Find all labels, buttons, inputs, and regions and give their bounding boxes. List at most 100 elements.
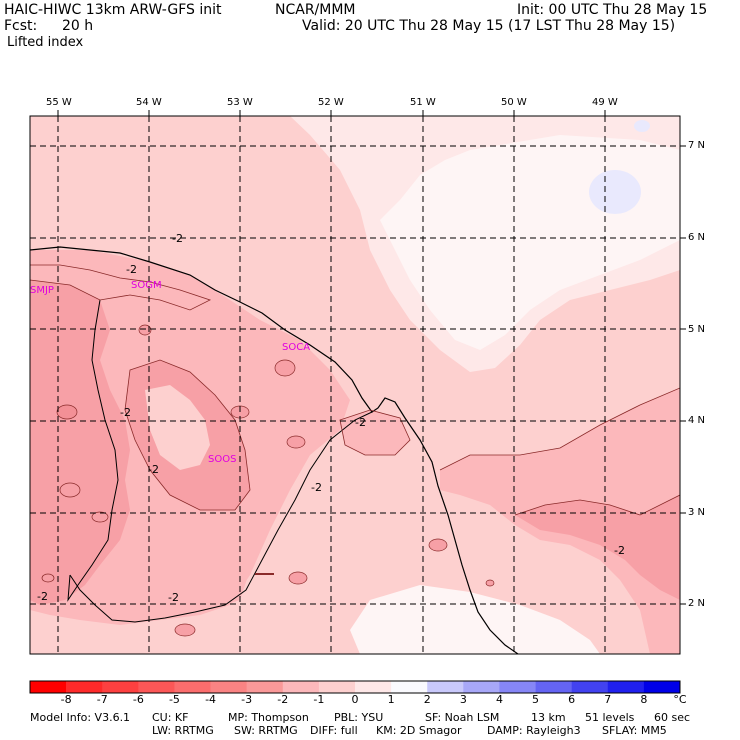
- footer-damp: DAMP: Rayleigh3: [487, 724, 581, 737]
- colorbar-swatch: [30, 681, 67, 693]
- colorbar-swatch: [102, 681, 139, 693]
- colorbar-tick-label: -8: [60, 693, 72, 706]
- white-region: [350, 585, 600, 654]
- footer-cu: CU: KF: [152, 711, 189, 724]
- colorbar-swatch: [427, 681, 464, 693]
- colorbar-swatch: [607, 681, 645, 693]
- contour-label: -2: [172, 232, 183, 245]
- contour-label: -2: [126, 263, 137, 276]
- colorbar-tick-label: 1: [387, 693, 395, 706]
- contour-blob: [286, 435, 306, 449]
- station-label: SOGM: [131, 280, 162, 291]
- colorbar-swatch: [643, 681, 681, 693]
- contour-label: -2: [355, 416, 366, 429]
- colorbar-tick-label: 4: [495, 693, 503, 706]
- lat-label: 4 N: [688, 415, 706, 426]
- contour-blob: [56, 404, 78, 420]
- blue-patch: [634, 120, 650, 132]
- grid-lines: [30, 116, 680, 654]
- station-label: SOOS: [208, 454, 236, 465]
- colorbar-swatch: [246, 681, 284, 693]
- colorbar-swatch: [282, 681, 320, 693]
- org-label: NCAR/MMM: [275, 2, 356, 18]
- valid-time: Valid: 20 UTC Thu 28 May 15 (17 LST Thu …: [302, 18, 676, 34]
- colorbar-tick-label: -7: [96, 693, 108, 706]
- footer-mp: MP: Thompson: [228, 711, 309, 724]
- contour-label: -2: [168, 591, 179, 604]
- lon-ticks: [57, 110, 606, 116]
- contour-line: [339, 409, 411, 456]
- lon-label: 53 W: [227, 97, 253, 108]
- footer-levels: 51 levels: [585, 711, 635, 724]
- lon-label: 50 W: [501, 97, 527, 108]
- lat-label: 6 N: [688, 232, 706, 243]
- colorbar-tick-label: 5: [532, 693, 540, 706]
- footer-resolution: 13 km: [531, 711, 566, 724]
- lon-label: 52 W: [318, 97, 344, 108]
- colorbar-tick-label: 8: [640, 693, 648, 706]
- contour-blob: [41, 573, 55, 583]
- colorbar-unit: °C: [673, 693, 687, 706]
- contour-line: [439, 387, 680, 471]
- map-frame: [29, 115, 681, 655]
- lat-label: 5 N: [688, 324, 706, 335]
- footer-model-info: Model Info: V3.6.1: [30, 711, 131, 724]
- colorbar-tick-label: -1: [313, 693, 325, 706]
- lat-label: 7 N: [688, 140, 706, 151]
- model-title: HAIC-HIWC 13km ARW-GFS init: [4, 2, 222, 18]
- colorbar-tick-label: 2: [423, 693, 431, 706]
- colorbar-tick-label: 6: [568, 693, 576, 706]
- colorbar-swatch: [318, 681, 356, 693]
- colorbar-tick-label: 3: [459, 693, 467, 706]
- footer-diff: DIFF: full: [310, 724, 358, 737]
- colorbar-tick-label: -3: [241, 693, 253, 706]
- contour-blob: [485, 579, 495, 587]
- blue-patch: [589, 170, 641, 214]
- station-label: SOCA: [282, 342, 310, 353]
- dark-region: [30, 280, 130, 605]
- colorbar-swatch: [499, 681, 536, 693]
- colorbar-frame: [29, 680, 681, 694]
- colorbar-swatch: [174, 681, 211, 693]
- colorbar-tick-label: -6: [132, 693, 144, 706]
- colorbar-swatch: [535, 681, 572, 693]
- lat-label: 2 N: [688, 598, 706, 609]
- coastline: [30, 246, 519, 654]
- fcst-value: 20 h: [62, 18, 94, 34]
- colorbar-swatch: [66, 681, 103, 693]
- footer-sflay: SFLAY: MM5: [602, 724, 667, 737]
- contour-label: -2: [148, 463, 159, 476]
- contour-blob: [428, 538, 448, 552]
- contour-blob: [138, 324, 152, 336]
- station-label: SMJP: [30, 285, 54, 296]
- lon-label: 55 W: [46, 97, 72, 108]
- colorbar-tick-label: 0: [351, 693, 359, 706]
- colorbar-swatch: [138, 681, 175, 693]
- colorbar-swatch: [571, 681, 609, 693]
- lat-label: 3 N: [688, 507, 706, 518]
- colorbar-swatch: [355, 681, 392, 693]
- lon-label: 54 W: [136, 97, 162, 108]
- contour-label: -2: [311, 481, 322, 494]
- footer-km: KM: 2D Smagor: [376, 724, 462, 737]
- colorbar-tick-label: -4: [205, 693, 217, 706]
- colorbar-tick-label: -5: [168, 693, 180, 706]
- field-name: Lifted index: [7, 35, 84, 50]
- lat-ticks: [680, 145, 686, 605]
- contour-line: [514, 494, 680, 516]
- colorbar-swatch: [210, 681, 247, 693]
- footer-timestep: 60 sec: [654, 711, 691, 724]
- colorbar-tick-label: -2: [277, 693, 289, 706]
- colorbar-swatch: [463, 681, 500, 693]
- contour-line: [124, 359, 251, 511]
- colorbar: [29, 680, 681, 694]
- border-line: [67, 299, 119, 602]
- light-region: [145, 385, 210, 470]
- fcst-label: Fcst:: [4, 18, 38, 34]
- contour-blob: [59, 482, 81, 498]
- border-line: [69, 411, 373, 623]
- lon-label: 51 W: [410, 97, 436, 108]
- contour-blob: [174, 623, 196, 637]
- footer-sf: SF: Noah LSM: [425, 711, 500, 724]
